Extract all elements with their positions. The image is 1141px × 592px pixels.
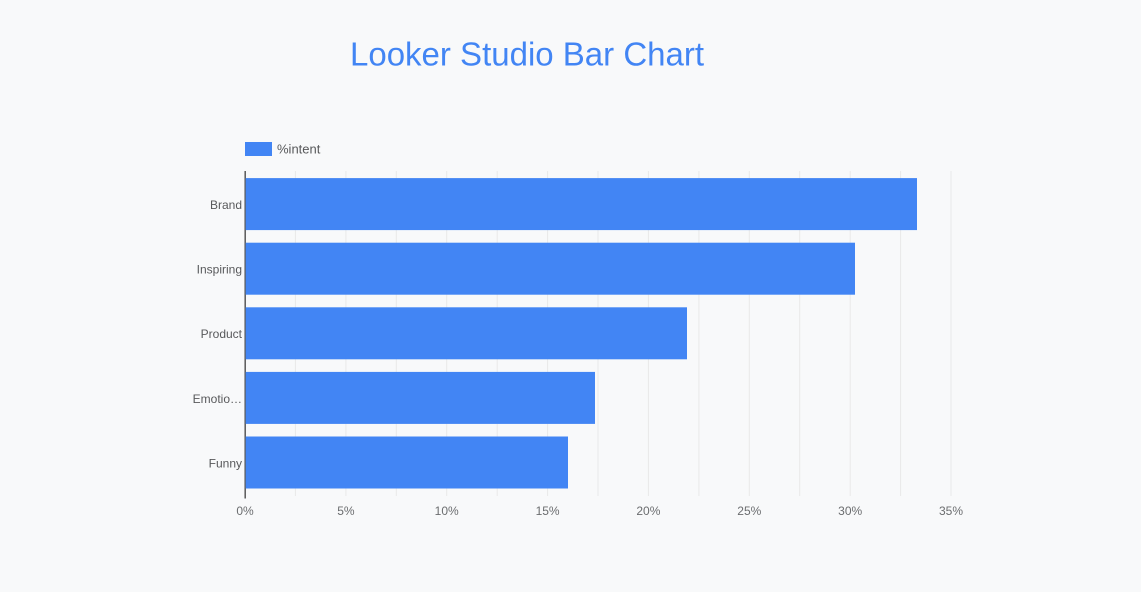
svg-text:Funny: Funny bbox=[209, 456, 242, 470]
svg-text:10%: 10% bbox=[435, 504, 459, 518]
svg-text:5%: 5% bbox=[337, 504, 355, 518]
svg-text:20%: 20% bbox=[636, 504, 660, 518]
svg-text:15%: 15% bbox=[536, 504, 560, 518]
svg-text:Inspiring: Inspiring bbox=[197, 263, 242, 277]
svg-text:Product: Product bbox=[201, 327, 243, 341]
svg-text:35%: 35% bbox=[939, 504, 963, 518]
svg-text:Emotio…: Emotio… bbox=[193, 392, 242, 406]
svg-text:0%: 0% bbox=[236, 504, 254, 518]
svg-text:25%: 25% bbox=[737, 504, 761, 518]
svg-text:30%: 30% bbox=[838, 504, 862, 518]
svg-text:Brand: Brand bbox=[210, 198, 242, 212]
svg-text:%intent: %intent bbox=[277, 142, 321, 157]
svg-text:Looker Studio Bar Chart: Looker Studio Bar Chart bbox=[350, 36, 704, 73]
